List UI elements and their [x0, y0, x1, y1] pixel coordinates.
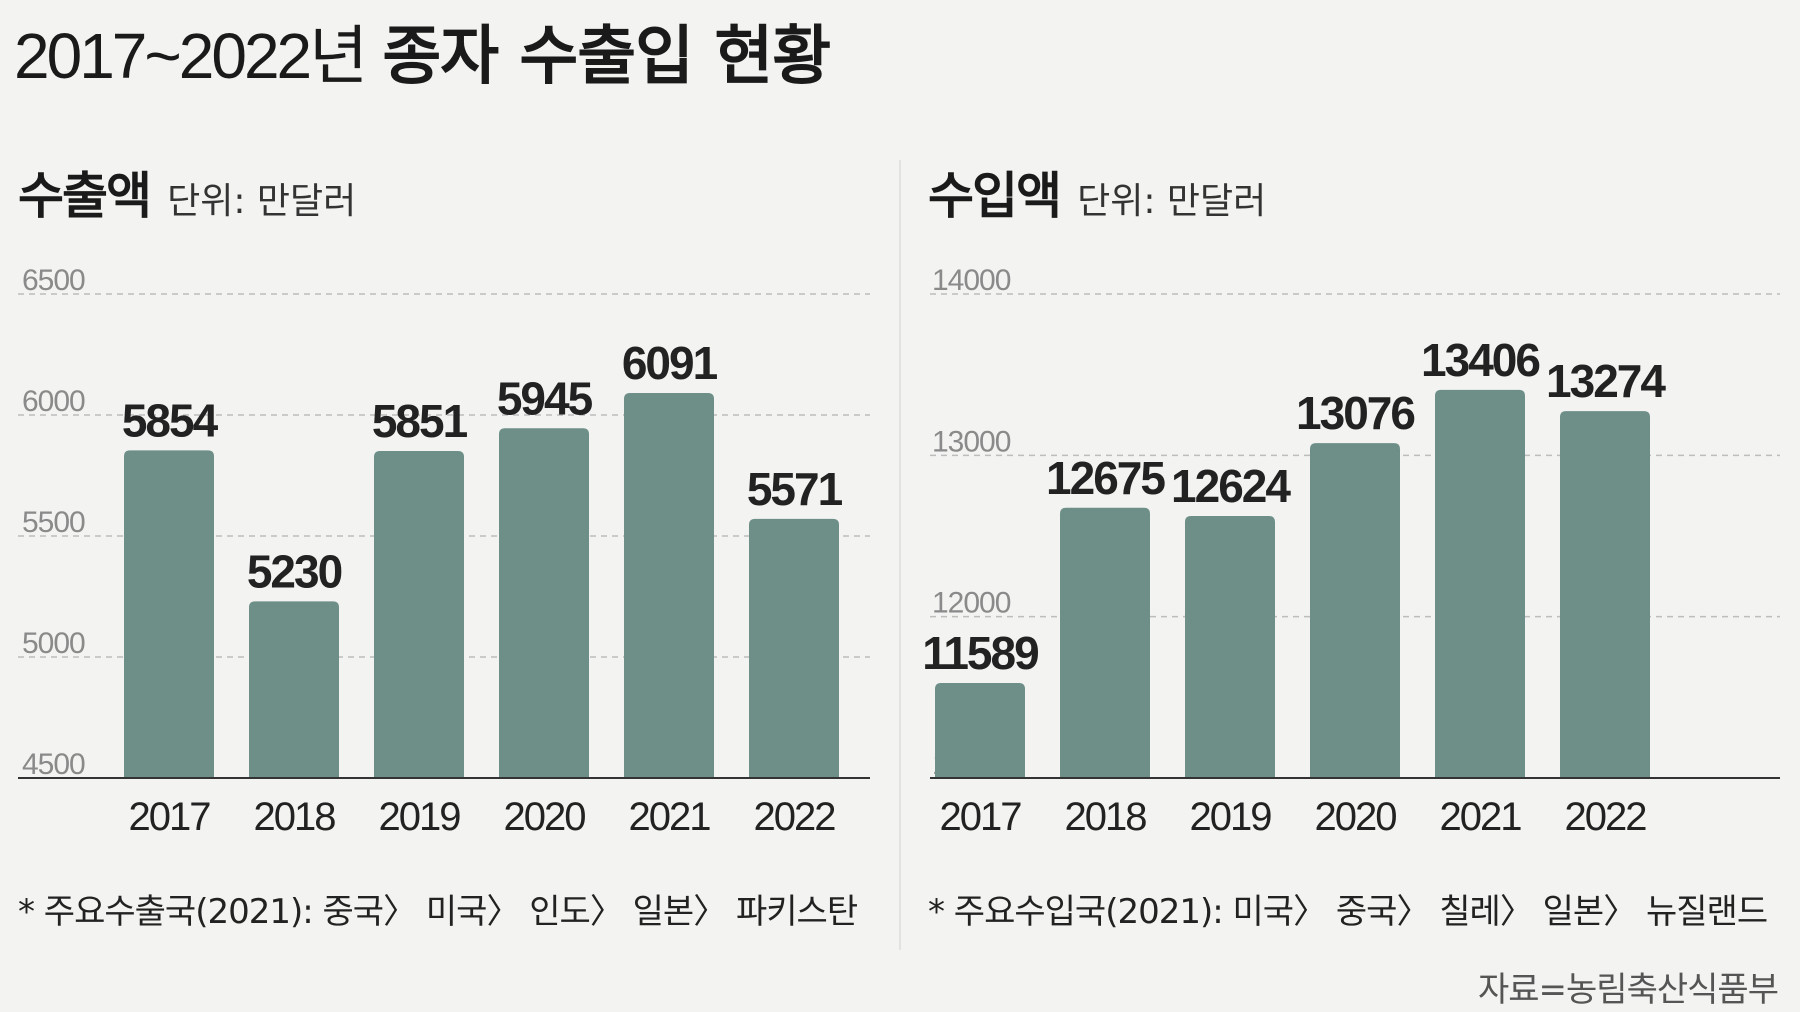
data-label: 6091: [622, 337, 718, 389]
x-tick-label: 2019: [379, 795, 461, 839]
data-label: 12675: [1046, 452, 1165, 504]
export-heading: 수출액 단위: 만달러: [18, 156, 356, 228]
y-tick-label: 14000: [932, 264, 1011, 297]
x-tick-label: 2020: [1315, 795, 1397, 839]
title-years: 2017~2022년: [14, 20, 368, 92]
y-tick-label: 6500: [22, 264, 85, 297]
x-tick-label: 2021: [1440, 795, 1522, 839]
bar: [1435, 389, 1525, 778]
x-tick-label: 2017: [129, 795, 211, 839]
bar: [124, 450, 214, 778]
bar: [499, 428, 589, 778]
import-unit: 단위: 만달러: [1077, 181, 1267, 222]
panel-divider: [899, 160, 901, 950]
import-title: 수입액: [928, 167, 1062, 225]
export-footnote: * 주요수출국(2021): 중국〉 미국〉 인도〉 일본〉 파키스탄: [18, 892, 858, 932]
import-chart: 1100012000130001400011589201712675201812…: [922, 264, 1780, 839]
import-heading: 수입액 단위: 만달러: [928, 156, 1266, 228]
x-tick-label: 2017: [940, 795, 1022, 839]
page-title: 2017~2022년 종자 수출입 현황: [14, 8, 831, 105]
y-tick-label: 12000: [932, 587, 1011, 620]
bar: [1310, 443, 1400, 778]
data-label: 5945: [497, 372, 593, 424]
import-panel: 수입액 단위: 만달러 1100012000130001400011589201…: [910, 0, 1800, 1012]
export-panel: 수출액 단위: 만달러 4500 5000 5500 6000 6500 5854 2017…: [18, 156, 870, 932]
data-label: 13406: [1421, 334, 1539, 386]
source-credit: 자료=농림축산식품부: [1477, 970, 1779, 1010]
bar: [624, 392, 714, 778]
data-label: 13076: [1296, 387, 1414, 439]
data-label: 5230: [247, 545, 342, 597]
x-tick-label: 2020: [504, 795, 586, 839]
y-tick-label: 4500: [22, 748, 85, 781]
x-tick-label: 2019: [1190, 795, 1272, 839]
data-label: 11589: [922, 627, 1038, 679]
bar: [374, 451, 464, 778]
y-tick-label: 5000: [22, 627, 85, 660]
import-footnote: * 주요수입국(2021): 미국〉 중국〉 칠레〉 일본〉 뉴질랜드: [928, 892, 1768, 932]
x-tick-label: 2018: [1065, 795, 1147, 839]
export-chart: 4500 5000 5500 6000 6500 5854 2017 5230 2018 5851…: [18, 264, 870, 839]
data-label: 5851: [372, 395, 468, 447]
bar: [749, 518, 839, 778]
bar: [935, 682, 1025, 778]
export-unit: 단위: 만달러: [167, 181, 357, 222]
y-tick-label: 5500: [22, 506, 85, 539]
x-tick-label: 2022: [1565, 795, 1647, 839]
data-label: 12624: [1171, 460, 1291, 512]
x-tick-label: 2021: [629, 795, 711, 839]
bar: [1185, 515, 1275, 778]
x-tick-label: 2022: [754, 795, 836, 839]
export-title: 수출액: [18, 167, 152, 225]
y-tick-label: 6000: [22, 385, 85, 418]
bar: [249, 601, 339, 778]
y-tick-label: 13000: [932, 425, 1011, 458]
data-label: 5854: [122, 394, 219, 446]
data-label: 5571: [747, 463, 843, 515]
bar: [1060, 507, 1150, 778]
data-label: 13274: [1546, 355, 1666, 407]
bar: [1560, 411, 1650, 778]
title-subject: 종자 수출입 현황: [382, 20, 831, 94]
x-tick-label: 2018: [254, 795, 336, 839]
